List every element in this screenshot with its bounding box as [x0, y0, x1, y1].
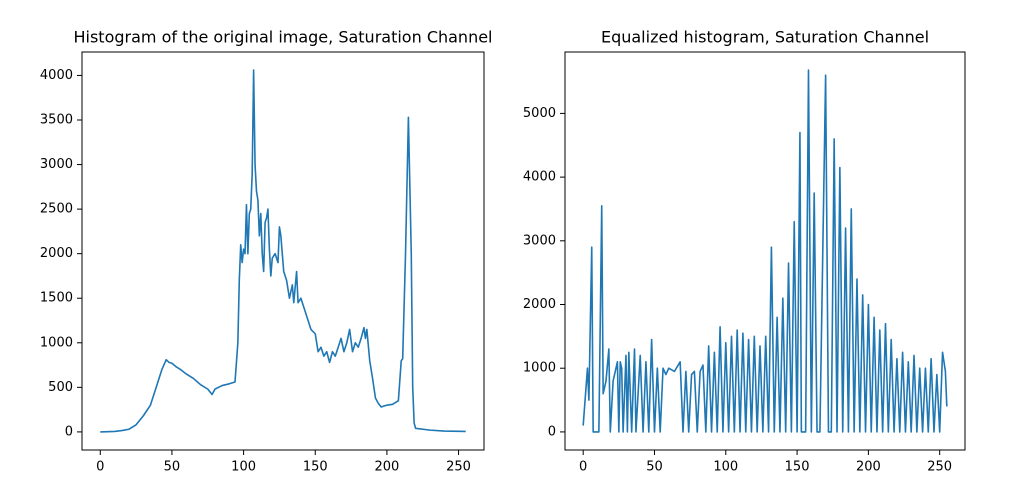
x-tick-label: 200 — [856, 460, 881, 475]
y-tick-label: 5000 — [523, 106, 556, 121]
y-tick-label: 2500 — [40, 202, 73, 217]
y-tick-label: 3500 — [40, 112, 73, 127]
plot-frame — [81, 51, 485, 451]
x-tick-label: 100 — [231, 460, 256, 475]
y-tick-label: 2000 — [523, 297, 556, 312]
x-tick-label: 0 — [96, 460, 104, 475]
y-tick-label: 0 — [548, 424, 556, 439]
x-tick-label: 0 — [579, 460, 587, 475]
x-tick-label: 150 — [303, 460, 328, 475]
line — [100, 69, 466, 433]
y-tick-label: 3000 — [523, 233, 556, 248]
chart-title: Equalized histogram, Saturation Channel — [601, 28, 929, 47]
x-tick-label: 200 — [374, 460, 399, 475]
y-tick-label: 3000 — [40, 157, 73, 172]
line — [582, 69, 948, 433]
y-tick-label: 500 — [48, 380, 73, 395]
y-tick-label: 0 — [65, 424, 73, 439]
x-tick-label: 50 — [164, 460, 181, 475]
y-tick-label: 4000 — [40, 68, 73, 83]
y-tick-label: 2000 — [40, 246, 73, 261]
y-tick-label: 1000 — [40, 335, 73, 350]
y-tick-label: 1500 — [40, 291, 73, 306]
x-tick-label: 100 — [713, 460, 738, 475]
x-tick-label: 50 — [646, 460, 663, 475]
plot-frame — [564, 51, 966, 451]
x-tick-label: 150 — [785, 460, 810, 475]
y-tick-label: 1000 — [523, 361, 556, 376]
x-tick-label: 250 — [446, 460, 471, 475]
chart-title: Histogram of the original image, Saturat… — [73, 28, 492, 47]
y-tick-label: 4000 — [523, 170, 556, 185]
x-tick-label: 250 — [927, 460, 952, 475]
